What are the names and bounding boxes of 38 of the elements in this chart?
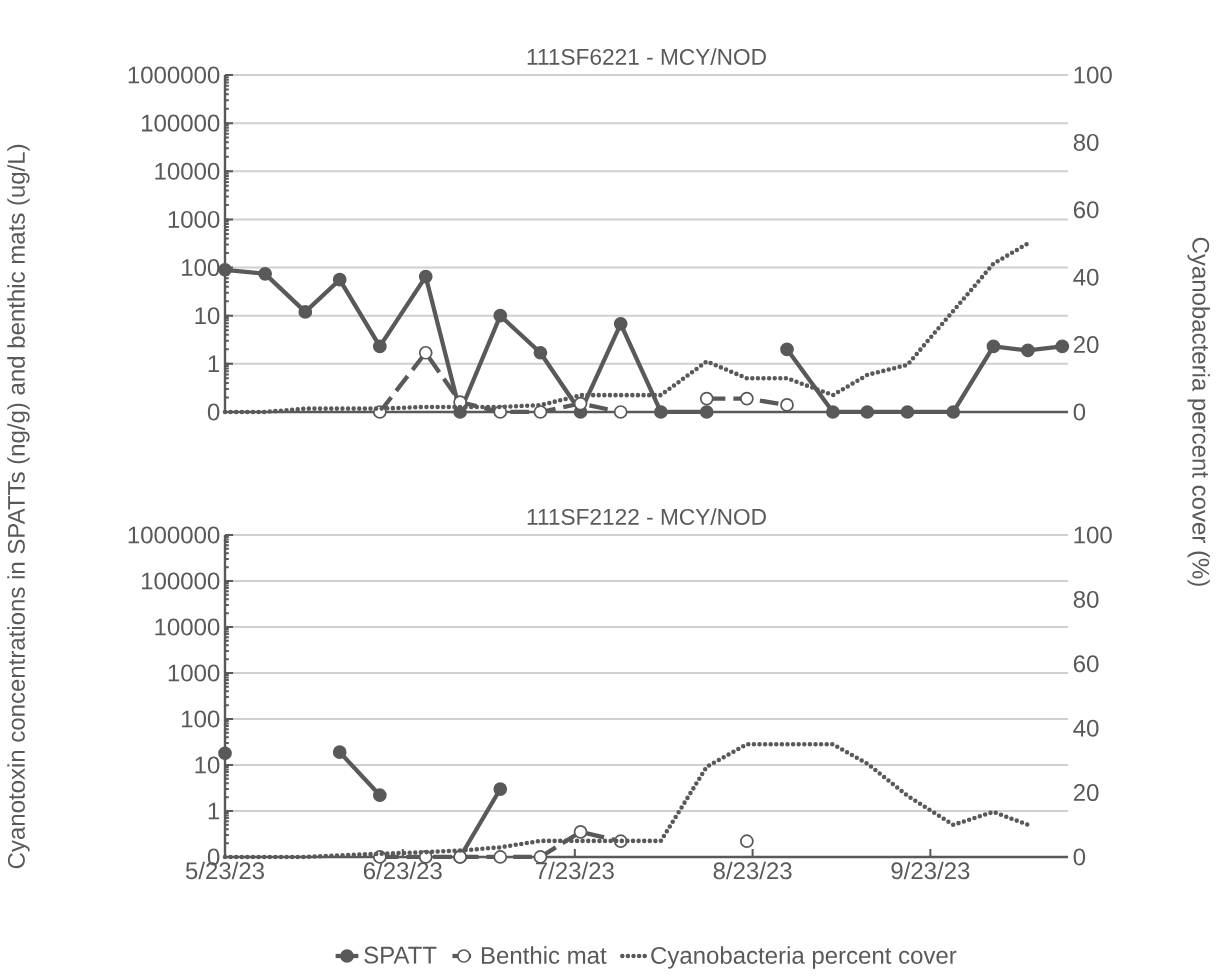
y-tick-label: 10 [195, 307, 220, 325]
y2-tick-label: 100 [1074, 526, 1112, 544]
y2-tick-label: 40 [1073, 719, 1099, 737]
y-tick-label: 100 [182, 259, 220, 277]
x-tick-label: 8/23/23 [713, 861, 792, 880]
y-tick-label: 1 [208, 802, 220, 820]
y2-tick-label: 80 [1073, 133, 1099, 151]
y2-tick-label: 0 [1073, 403, 1086, 421]
y2-tick-label: 20 [1073, 784, 1099, 802]
y-tick-label: 10000 [155, 162, 220, 180]
y-tick-label: 100000 [142, 572, 220, 590]
x-tick-label: 7/23/23 [536, 861, 614, 880]
chart-title: 111SF2122 - MCY/NOD [527, 508, 766, 525]
y-axis-title: Cyanotoxin concentrations in SPATTs (ng/g) and benthic mats (ug/L) [7, 144, 30, 869]
y-tick-label: 1000000 [128, 526, 220, 544]
x-tick-label: 6/23/23 [363, 861, 442, 880]
y2-tick-label: 40 [1073, 268, 1099, 286]
y2-tick-label: 60 [1073, 655, 1099, 673]
y-tick-label: 0 [207, 403, 220, 421]
legend-label: SPATT [364, 946, 437, 964]
legend-label: Cyanobacteria percent cover [651, 946, 957, 969]
y-tick-label: 10000 [155, 618, 220, 636]
x-tick-label: 9/23/23 [891, 861, 970, 880]
y-tick-label: 1000 [168, 210, 220, 228]
y-tick-label: 1000 [168, 664, 220, 682]
y-tick-label: 10 [195, 756, 220, 774]
y-tick-label: 1000000 [128, 66, 220, 84]
y-tick-label: 100000 [142, 114, 220, 132]
y2-tick-label: 80 [1073, 590, 1099, 608]
chart-title: 111SF6221 - MCY/NOD [527, 48, 766, 65]
y2-tick-label: 100 [1074, 66, 1112, 84]
legend-label: Benthic mat [481, 946, 607, 964]
y-tick-label: 100 [182, 710, 220, 728]
y2-tick-label: 0 [1073, 848, 1086, 866]
y2-tick-label: 60 [1073, 201, 1099, 219]
y2-axis-title: Cyanobacteria percent cover (%) [1187, 237, 1210, 586]
y-tick-label: 1 [208, 355, 220, 373]
y2-tick-label: 20 [1073, 336, 1099, 354]
